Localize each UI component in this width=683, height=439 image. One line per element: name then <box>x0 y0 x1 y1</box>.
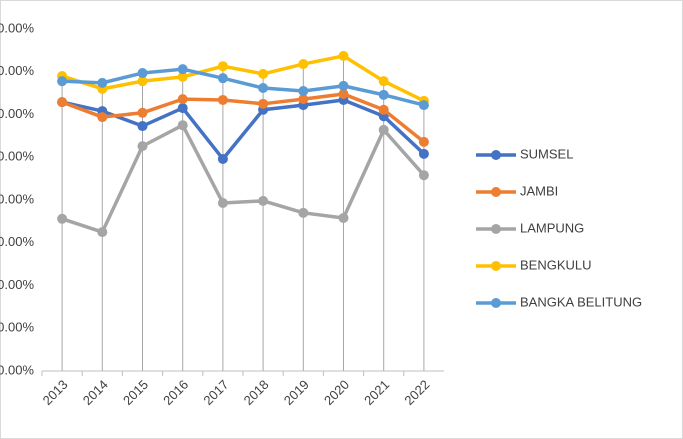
data-point <box>298 94 309 105</box>
y-tick-label: 50.00% <box>0 149 34 164</box>
legend-label: LAMPUNG <box>520 220 584 235</box>
data-point <box>298 59 309 70</box>
series-line <box>61 54 425 103</box>
y-tick-label: 80.00% <box>0 20 34 35</box>
y-tick-label: 60.00% <box>0 106 34 121</box>
data-point <box>137 68 148 79</box>
legend-label: BENGKULU <box>520 257 592 272</box>
data-point <box>418 100 429 111</box>
data-point <box>338 88 349 99</box>
data-point <box>258 195 269 206</box>
data-point <box>378 104 389 115</box>
series-line <box>61 92 425 144</box>
legend-label: BANGKA BELITUNG <box>520 294 642 309</box>
data-point <box>177 64 188 75</box>
series-line <box>61 123 426 234</box>
data-point <box>177 103 188 114</box>
data-point <box>57 97 68 108</box>
data-point <box>217 73 228 84</box>
data-point <box>137 121 148 132</box>
series-line <box>62 67 425 107</box>
y-tick-label: 0.00% <box>0 362 34 377</box>
data-point <box>418 170 429 181</box>
data-point <box>338 212 349 223</box>
legend-marker <box>491 224 501 234</box>
legend-marker <box>491 298 501 308</box>
data-point <box>177 94 188 105</box>
data-point <box>258 68 269 79</box>
data-point <box>217 197 228 208</box>
y-tick-label: 40.00% <box>0 191 34 206</box>
y-tick-label: 30.00% <box>0 234 34 249</box>
data-point <box>258 82 269 93</box>
data-point <box>217 94 228 105</box>
series-line <box>61 98 426 161</box>
data-point <box>298 85 309 96</box>
data-point <box>137 107 148 118</box>
data-point <box>177 71 188 82</box>
legend-label: JAMBI <box>520 183 558 198</box>
data-point <box>57 76 68 87</box>
data-point <box>57 213 68 224</box>
data-point <box>298 207 309 218</box>
data-point <box>338 50 349 61</box>
legend-label: SUMSEL <box>520 146 573 161</box>
y-tick-label: 70.00% <box>0 63 34 78</box>
legend-marker <box>491 150 501 160</box>
data-point <box>97 77 108 88</box>
data-point <box>378 124 389 135</box>
data-point <box>97 227 108 238</box>
y-tick-label: 10.00% <box>0 320 34 335</box>
y-tick-label: 20.00% <box>0 277 34 292</box>
data-point <box>418 148 429 159</box>
data-point <box>418 136 429 147</box>
data-point <box>137 141 148 152</box>
data-point <box>217 153 228 164</box>
data-point <box>217 61 228 72</box>
legend-marker <box>491 261 501 271</box>
data-point <box>378 76 389 87</box>
data-point <box>177 120 188 131</box>
data-point <box>338 80 349 91</box>
data-point <box>137 76 148 87</box>
legend-marker <box>491 187 501 197</box>
data-point <box>258 98 269 109</box>
data-point <box>378 89 389 100</box>
data-point <box>97 112 108 123</box>
